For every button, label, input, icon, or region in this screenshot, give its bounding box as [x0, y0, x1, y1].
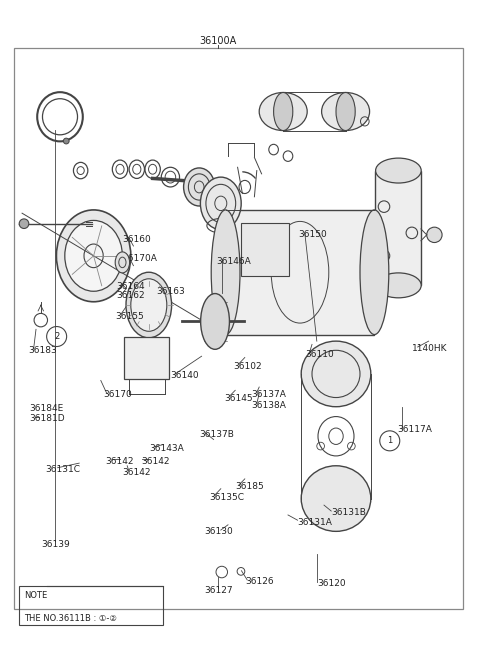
Text: 36155: 36155 [115, 312, 144, 321]
Text: 36117A: 36117A [397, 425, 432, 434]
Ellipse shape [360, 210, 389, 335]
Text: 36131A: 36131A [298, 518, 333, 527]
Ellipse shape [375, 273, 421, 298]
Ellipse shape [57, 210, 131, 302]
Ellipse shape [274, 92, 293, 131]
Circle shape [427, 227, 442, 243]
Text: 36138A: 36138A [252, 401, 287, 410]
Text: 36185: 36185 [235, 482, 264, 491]
Text: 36135C: 36135C [209, 493, 244, 502]
Text: 36181D: 36181D [30, 414, 65, 423]
Ellipse shape [211, 210, 240, 335]
Text: THE NO.36111B : ①-②: THE NO.36111B : ①-② [24, 614, 117, 623]
Text: 36170A: 36170A [122, 254, 157, 263]
Text: 36137B: 36137B [199, 430, 234, 440]
Text: 1: 1 [387, 436, 392, 445]
Ellipse shape [375, 158, 421, 183]
Text: 36127: 36127 [204, 586, 233, 595]
Text: 2: 2 [54, 332, 59, 341]
Text: 36184E: 36184E [30, 403, 64, 413]
Text: 36145: 36145 [225, 394, 253, 403]
Text: 36131B: 36131B [331, 508, 366, 518]
Ellipse shape [126, 272, 172, 338]
Text: 36150: 36150 [299, 230, 327, 239]
Circle shape [63, 138, 69, 144]
Text: NOTE: NOTE [24, 591, 48, 600]
Text: 36139: 36139 [41, 540, 70, 549]
Text: 36142: 36142 [106, 457, 134, 466]
Circle shape [19, 219, 29, 228]
Text: 36120: 36120 [317, 579, 346, 588]
Text: 36142: 36142 [122, 468, 151, 477]
Text: 36131C: 36131C [46, 464, 81, 474]
Bar [124, 337, 169, 379]
Text: 36163: 36163 [156, 287, 185, 296]
Bar [14, 48, 463, 609]
Text: 36170: 36170 [103, 390, 132, 400]
Text: 36130: 36130 [204, 527, 233, 536]
Text: 36164: 36164 [116, 281, 145, 291]
Text: 36143A: 36143A [149, 444, 183, 453]
Ellipse shape [336, 92, 355, 131]
Text: 36162: 36162 [116, 291, 145, 300]
Ellipse shape [131, 279, 167, 331]
Bar [226, 210, 374, 335]
Bar [19, 586, 163, 625]
Ellipse shape [201, 294, 229, 349]
Text: 36142: 36142 [142, 457, 170, 466]
Text: 36146A: 36146A [216, 256, 251, 266]
Ellipse shape [115, 252, 130, 273]
Ellipse shape [259, 92, 307, 131]
Text: 36140: 36140 [170, 371, 199, 380]
FancyArrowPatch shape [243, 172, 255, 178]
Text: 36160: 36160 [122, 235, 151, 244]
Text: 1140HK: 1140HK [412, 344, 447, 354]
Ellipse shape [183, 168, 215, 206]
Ellipse shape [322, 92, 370, 131]
Ellipse shape [301, 341, 371, 407]
Ellipse shape [65, 220, 122, 291]
Ellipse shape [301, 466, 371, 531]
Text: 36137A: 36137A [252, 390, 287, 399]
Text: 36102: 36102 [234, 361, 263, 371]
Bar [241, 223, 289, 276]
Ellipse shape [201, 177, 241, 230]
Bar [375, 171, 421, 285]
Text: 36110: 36110 [305, 350, 334, 359]
Text: 36100A: 36100A [200, 35, 237, 46]
Text: 36183: 36183 [28, 346, 57, 356]
Text: 36126: 36126 [245, 577, 274, 586]
